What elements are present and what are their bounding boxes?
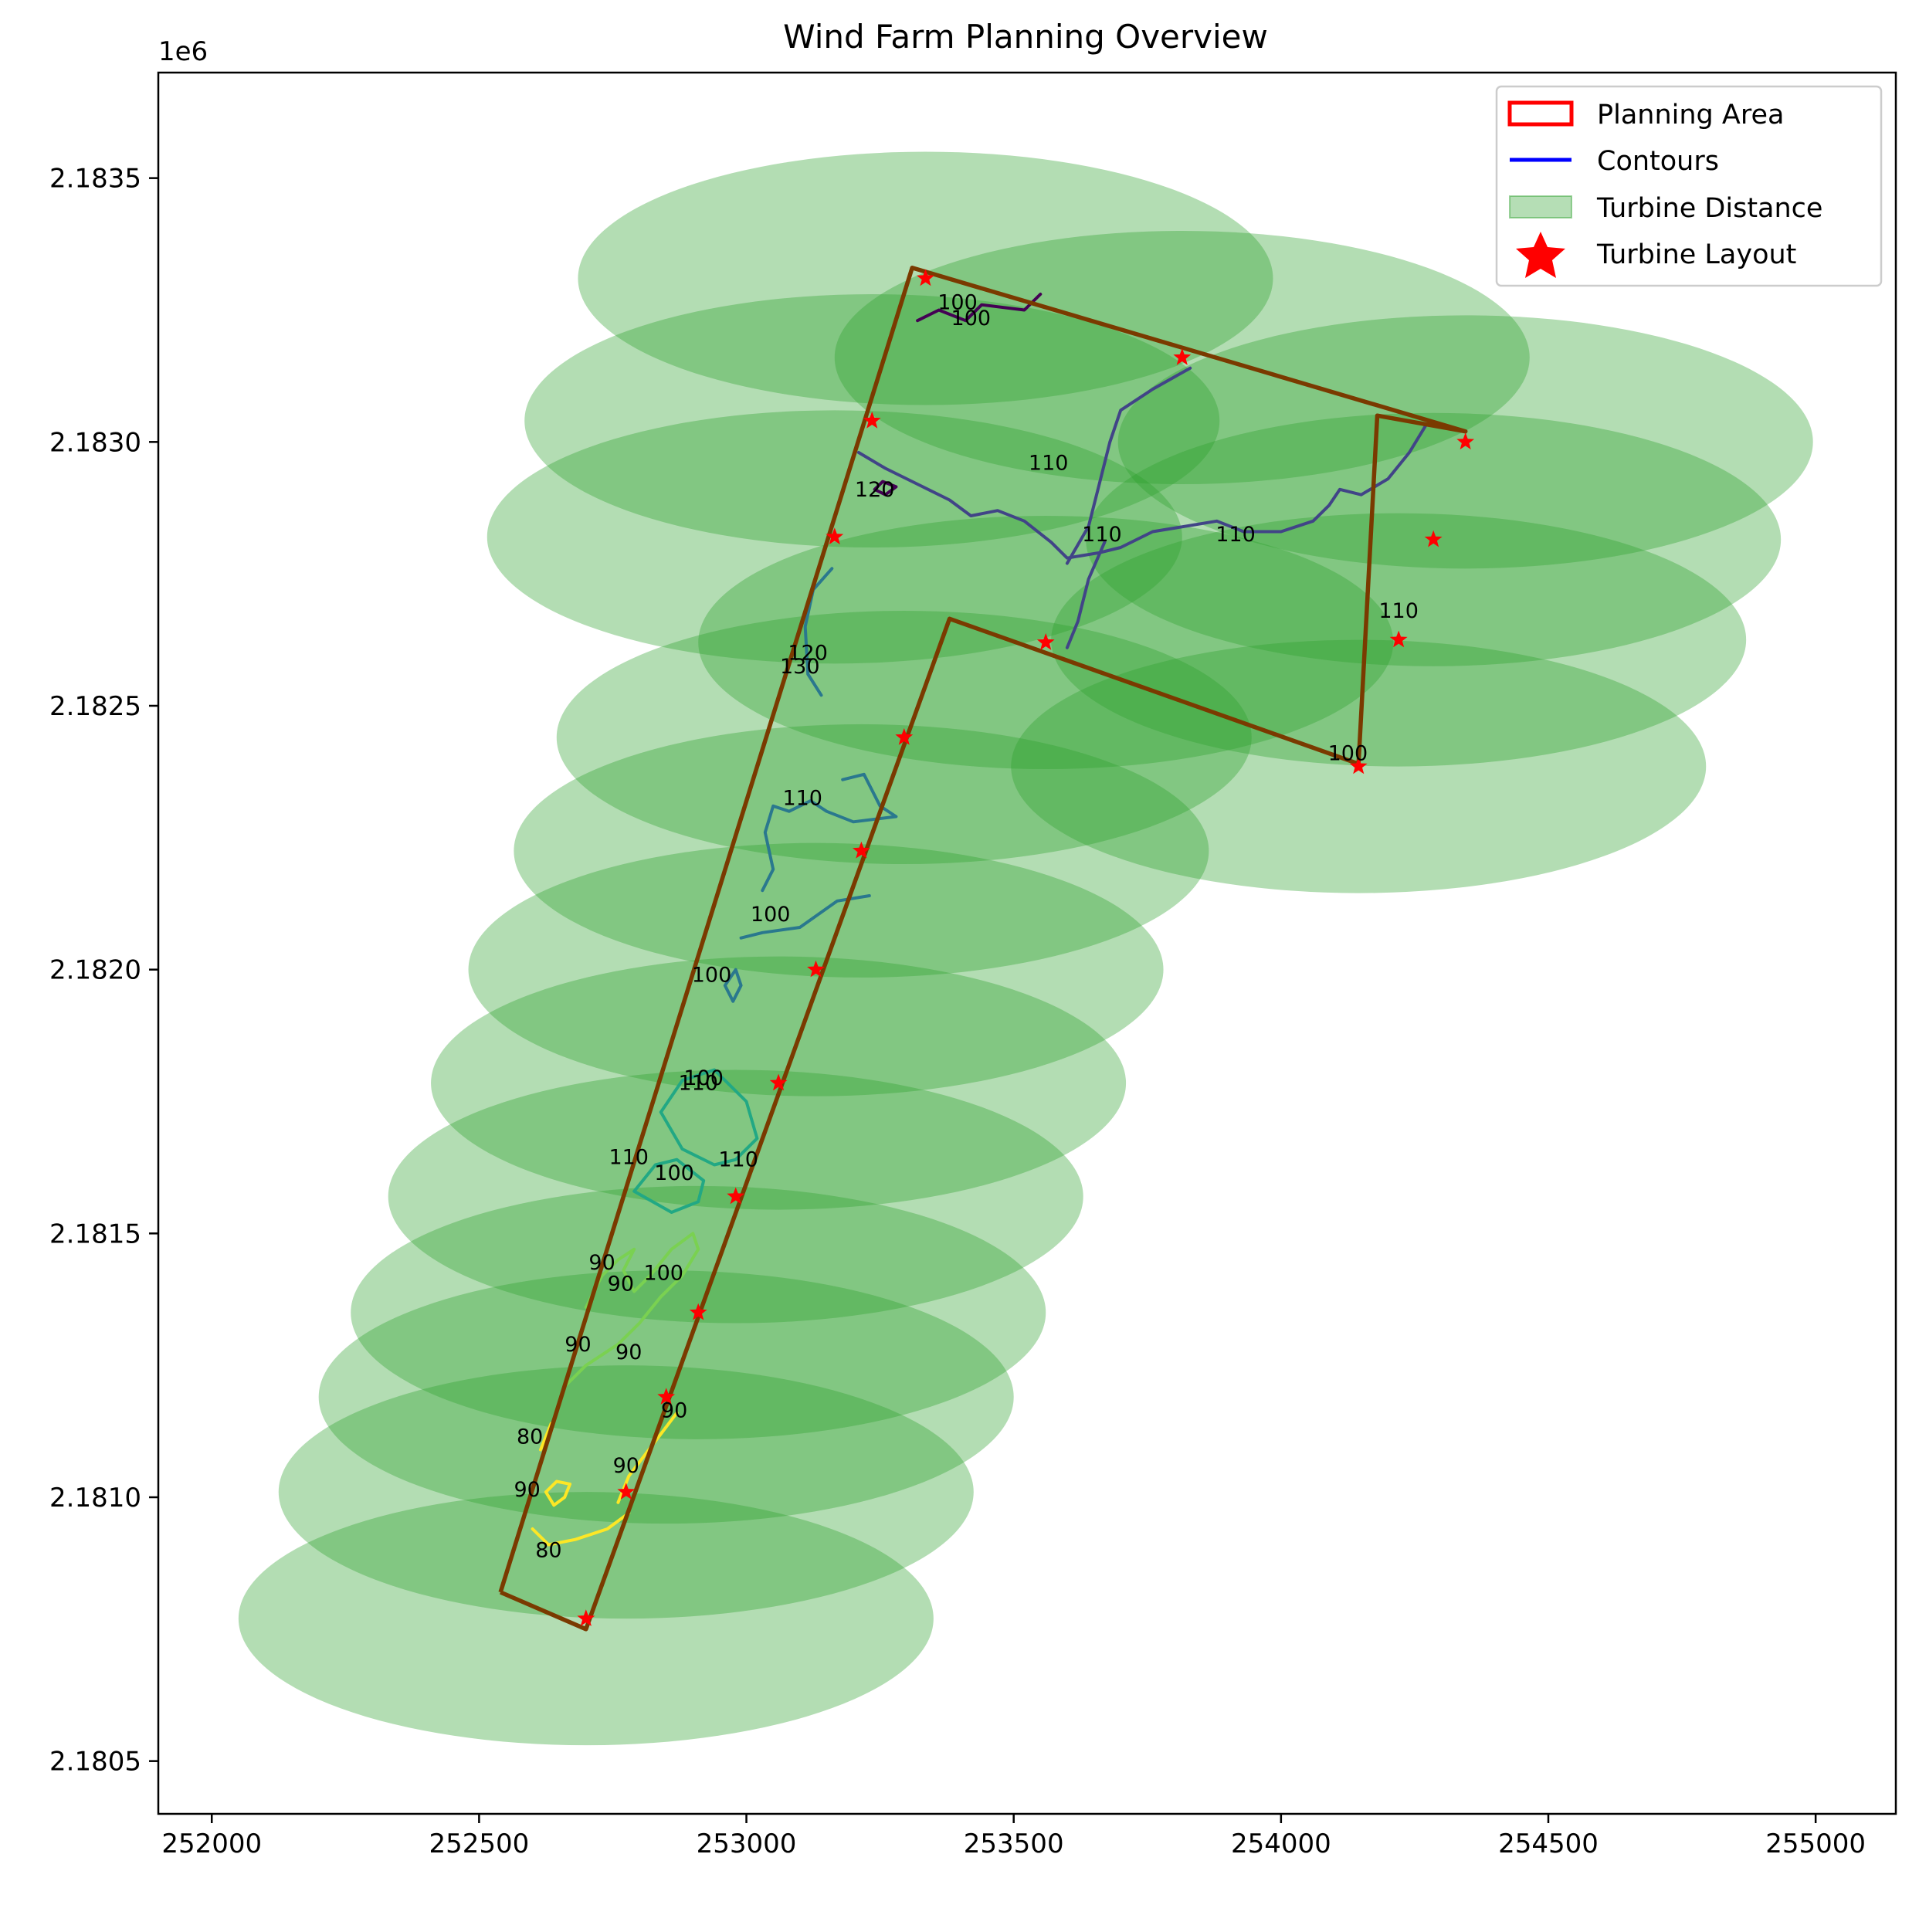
contour-label-13: 100 [692,964,732,988]
contour-line-90-12 [563,1232,700,1388]
contour-label-20: 90 [608,1272,634,1296]
contour-label-6: 110 [1215,523,1256,547]
turbine-marker-9 [895,728,914,745]
turbine-marker-1 [577,1609,595,1626]
contour-label-19: 90 [588,1251,615,1275]
contour-label-15: 110 [678,1072,718,1096]
turbine-marker-3 [657,1388,676,1405]
legend-frame [1495,85,1883,287]
contour-line-110-4 [1065,366,1192,565]
contour-line-120-2 [873,480,898,497]
contour-label-25: 80 [517,1425,543,1449]
turbine-marker-13 [1424,530,1443,547]
contour-line-90-14 [544,1480,572,1507]
contour-label-28: 80 [535,1538,561,1562]
contour-label-1: 100 [937,290,978,314]
contour-line-90-15 [616,1411,679,1504]
contour-line-110-5 [1065,541,1107,649]
turbine-marker-14 [1456,432,1475,449]
x-axis: 252000 252500 253000 253500 254000 254500 2550… [161,1814,1866,1859]
contour-label-3: 120 [855,478,895,502]
x-tick-label: 254500 [1498,1829,1599,1859]
turbine-marker-18 [826,527,844,544]
turbine-marker-16 [917,269,934,286]
legend-label-planning-area: Planning Area [1597,100,1784,130]
contour-label-23: 90 [615,1341,642,1364]
contour-label-21: 100 [643,1262,683,1286]
contour-label-9: 120 [788,642,828,666]
turbine-marker-2 [617,1483,636,1500]
contour-line-120-1 [916,293,1043,323]
y-tick-label: 2.1830 [49,427,141,458]
legend-label-contours: Contours [1597,146,1719,177]
contour-line-100-9 [723,968,743,1003]
legend-label-turbine-layout: Turbine Layout [1596,239,1796,270]
contour-line-110-7 [761,772,898,893]
contour-label-16: 110 [609,1145,649,1169]
x-tick-label: 255000 [1765,1829,1866,1859]
contour-line-100-10 [659,1068,759,1167]
contour-label-11: 110 [782,787,822,811]
y-axis-exponent: 1e6 [158,36,208,67]
legend-label-turbine-distance: Turbine Distance [1596,193,1822,224]
contour-label-18: 110 [718,1148,758,1172]
contour-label-14: 100 [683,1066,724,1090]
y-tick-label: 2.1810 [49,1483,141,1513]
turbine-marker-4 [689,1303,707,1320]
planning-area-layer [498,266,1468,1632]
contour-label-24: 90 [661,1398,687,1422]
contour-label-2: 100 [951,307,992,330]
x-tick-label: 253000 [697,1829,797,1859]
contour-label-27: 90 [514,1478,541,1502]
turbine-marker-15 [1173,348,1192,365]
contour-label-7: 110 [1378,599,1419,623]
turbine-marker-12 [1389,630,1408,648]
planning-area-boundary [498,266,1468,1632]
x-tick-label: 254000 [1231,1829,1331,1859]
contour-line-120-3 [856,424,1427,560]
y-tick-label: 2.1825 [49,691,141,722]
turbine-marker-7 [807,960,825,978]
contour-label-8: 100 [1328,742,1368,766]
turbine-distance-buffers [238,151,1813,1746]
contour-line-100-11 [632,1158,706,1214]
y-tick-label: 2.1820 [49,955,141,986]
x-tick-label: 253500 [964,1829,1064,1859]
plot-frame [157,71,1897,1815]
turbine-marker-10 [1036,633,1055,650]
contour-label-5: 110 [1082,523,1122,547]
x-tick-label: 252500 [429,1829,529,1859]
turbine-marker-17 [863,412,881,429]
y-tick-label: 2.1805 [49,1747,141,1778]
contour-label-4: 110 [1029,452,1069,476]
legend-key-planning-area [1507,100,1574,127]
contour-label-22: 90 [565,1333,591,1357]
y-tick-label: 2.1815 [49,1219,141,1249]
y-tick-label: 2.1835 [49,164,141,195]
chart-title: Wind Farm Planning Overview [783,18,1268,56]
turbine-marker-8 [853,841,870,859]
turbine-marker-5 [727,1187,745,1205]
contour-label-26: 90 [613,1454,639,1478]
contour-label-10: 130 [780,655,820,679]
contour-line-110-6 [803,567,834,697]
contour-line-90-13 [531,1511,631,1547]
legend-key-turbine-distance [1509,195,1572,219]
turbine-marker-6 [769,1073,788,1091]
contour-label-17: 100 [654,1161,694,1185]
y-axis: 2.1805 2.1810 2.1815 2.1820 2.1825 2.1830 2.18… [49,164,158,1778]
x-tick-label: 252000 [161,1829,262,1859]
turbine-marker-11 [1349,757,1368,774]
contour-label-12: 100 [751,903,791,927]
legend: Planning Area Contours Turbine Distance … [1495,85,1883,287]
turbine-layout-layer [577,269,1475,1626]
legend-key-turbine-star [1516,232,1565,278]
